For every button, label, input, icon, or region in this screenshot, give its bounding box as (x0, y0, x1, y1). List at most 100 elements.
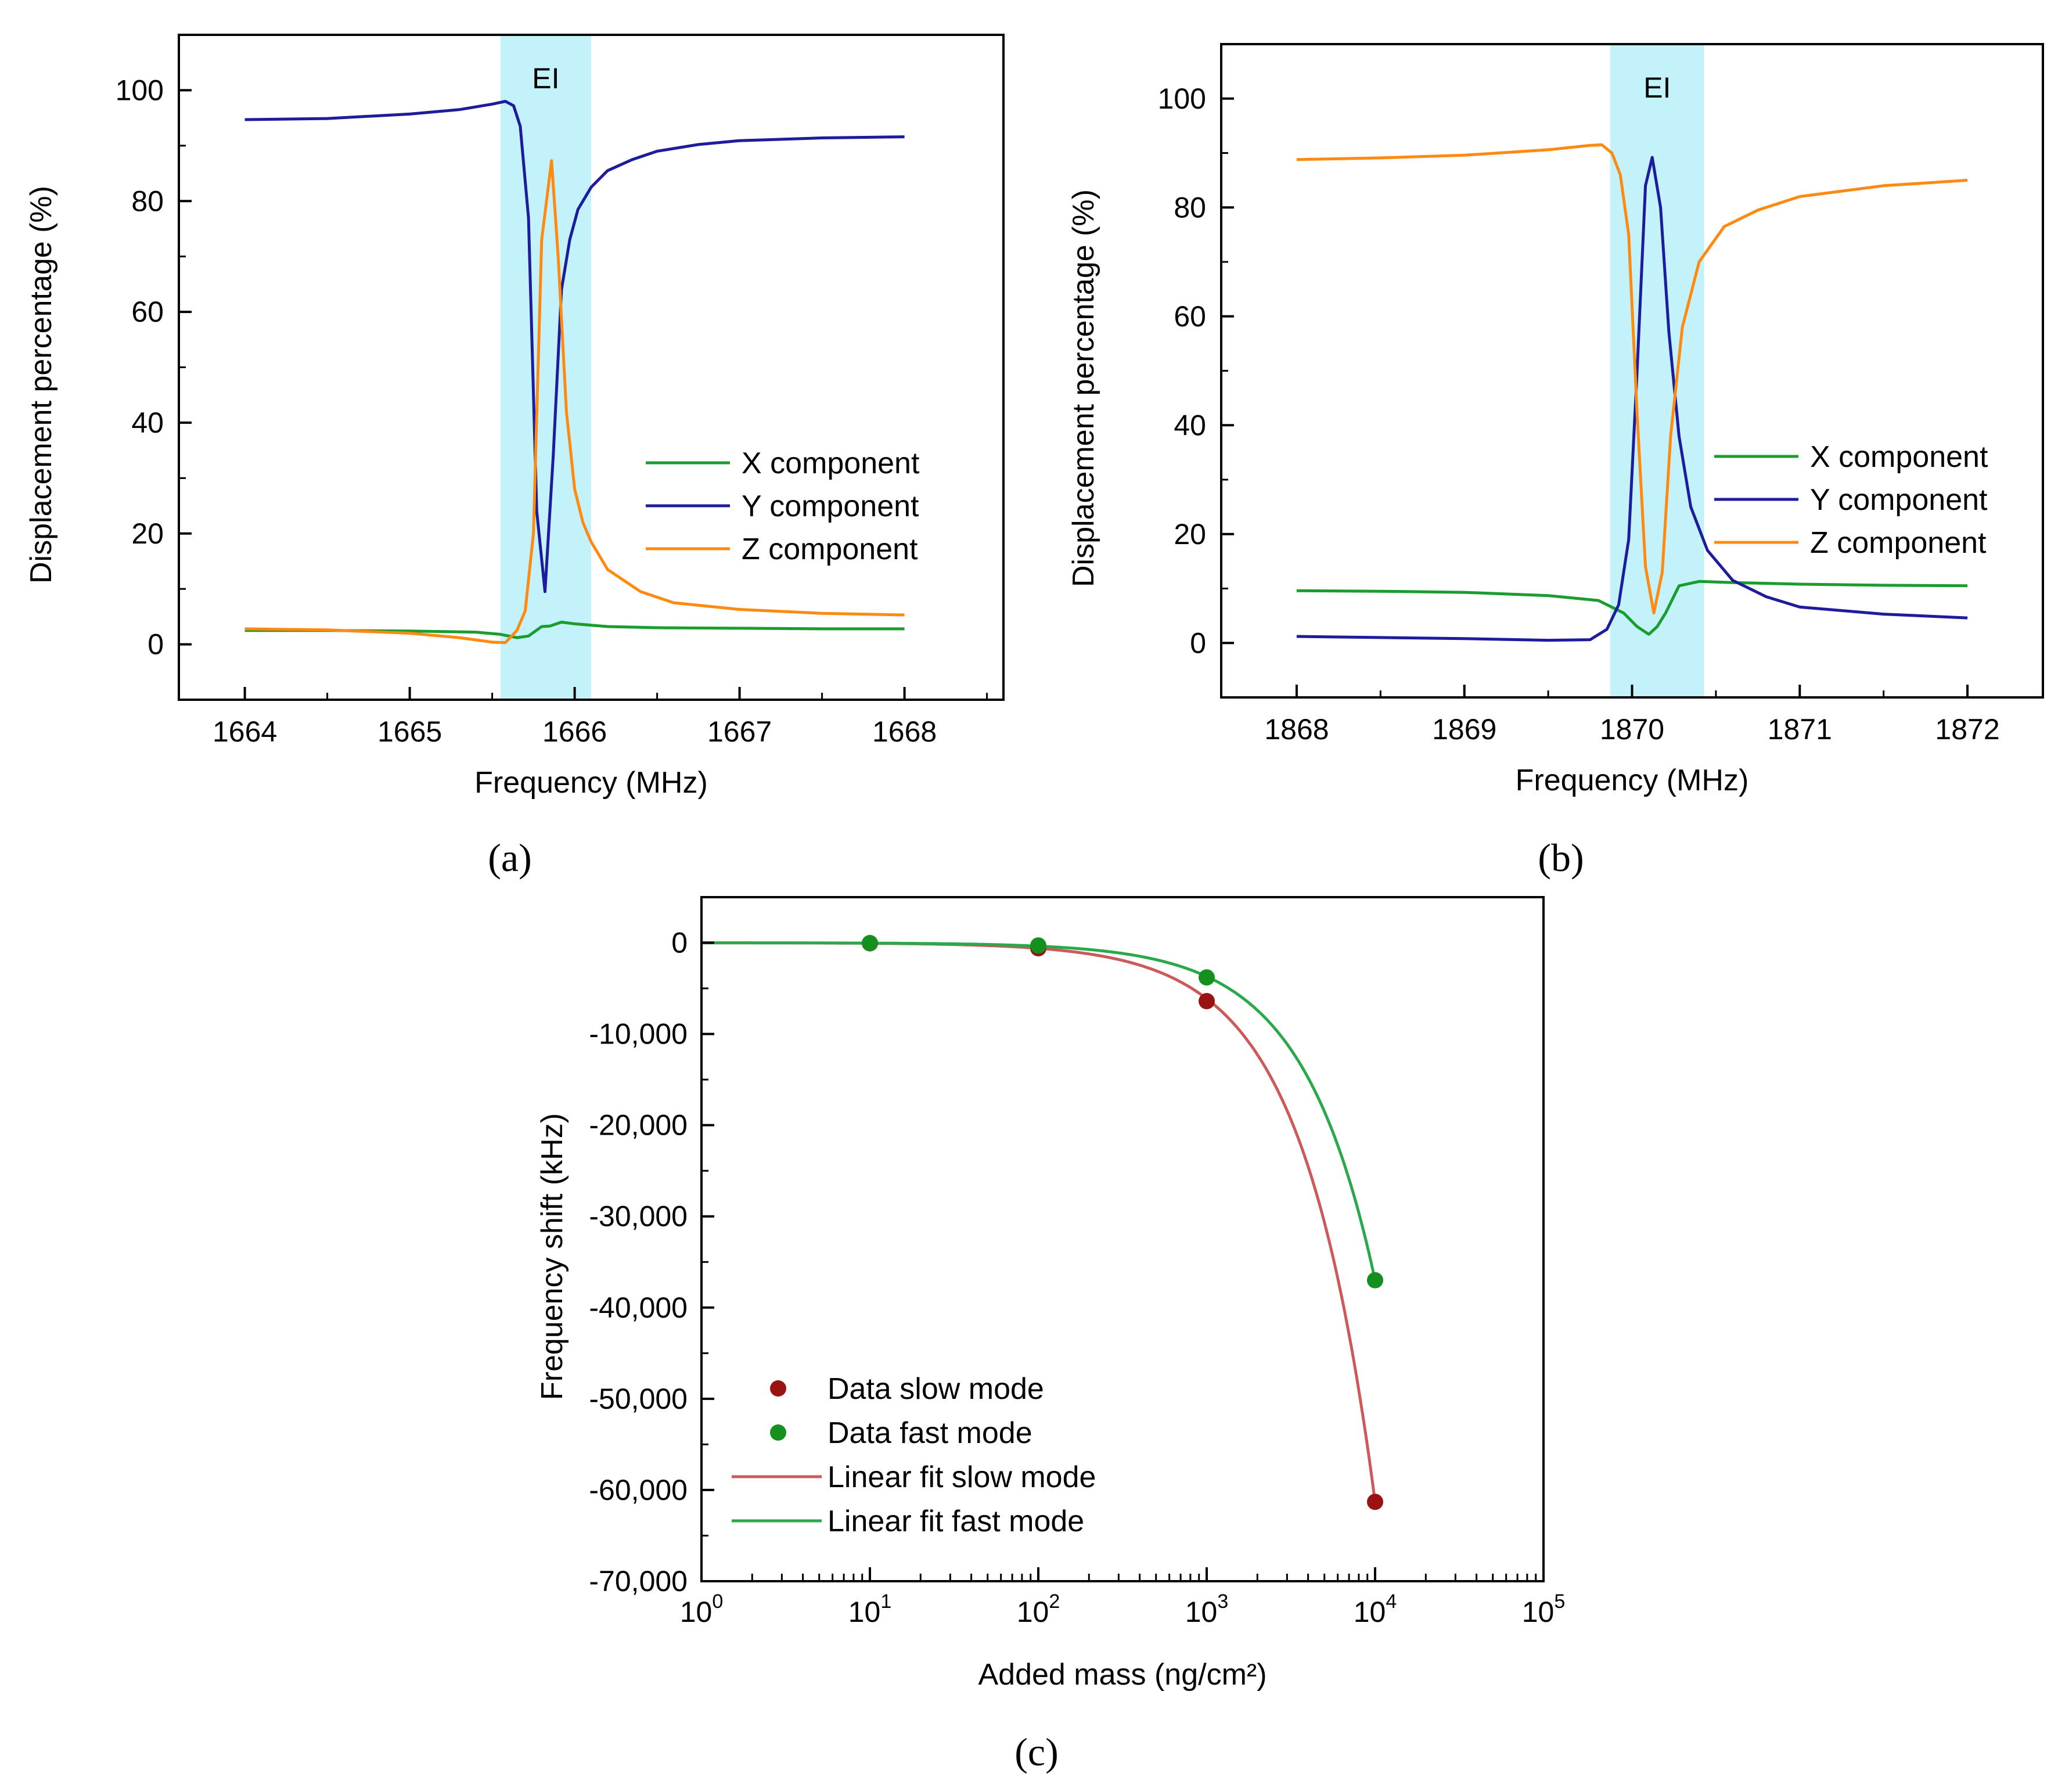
panel-c-x-tick-label: 100 (680, 1591, 724, 1628)
panel-a-x-tick-label: 1668 (872, 715, 937, 748)
panel-a-y-tick-label: 80 (131, 185, 164, 217)
panel-c-x-tick-exponent: 5 (1554, 1591, 1565, 1613)
panel-b-x-tick-label: 1872 (1935, 713, 1999, 746)
panel-a-label: (a) (488, 836, 531, 880)
panel-b-legend: X component Y component Z component (1714, 440, 1988, 560)
panel-c-x-tick-label: 102 (1017, 1591, 1060, 1628)
panel-c-x-tick-base: 10 (1522, 1596, 1555, 1628)
panel-b-y-tick-label: 40 (1174, 409, 1206, 441)
panel-c-series-group (701, 935, 1383, 1510)
panel-c-fit-line-fast_fit (701, 941, 1377, 1281)
panel-b-y-tick-label: 0 (1190, 627, 1206, 659)
panel-b-y-tick-label: 60 (1174, 300, 1206, 333)
panel-c-legend-fit-fast: Linear fit fast mode (827, 1505, 1084, 1538)
panel-c-x-axis-title: Added mass (ng/cm²) (978, 1658, 1267, 1692)
panel-c-y-tick-label: -50,000 (589, 1383, 688, 1415)
panel-c-x-tick-base: 10 (1017, 1596, 1049, 1628)
panel-b-x-tick-labels: 1868 1869 1870 1871 1872 (1264, 713, 1999, 746)
panel-a-ei-band-fill (500, 35, 591, 700)
panel-c-plot-frame (700, 896, 1545, 1582)
panel-a-ticks (179, 34, 988, 701)
panel-c-x-tick-exponent: 1 (880, 1591, 891, 1613)
panel-a-legend-z: Z component (742, 532, 918, 566)
panel-b-series-group (1296, 143, 1968, 642)
panel-a-x-axis-title: Frequency (MHz) (474, 766, 708, 800)
panel-c-x-tick-exponent: 0 (712, 1591, 723, 1613)
panel-c-x-tick-label: 101 (848, 1591, 892, 1628)
panel-a-line-x-component (244, 620, 905, 639)
panel-b-y-tick-labels: 0 20 40 60 80 100 (1158, 82, 1206, 660)
panel-b-x-tick-label: 1869 (1432, 713, 1496, 746)
panel-c-data-point-slow (1199, 993, 1215, 1010)
panel-c-x-tick-base: 10 (1354, 1596, 1386, 1628)
panel-c-y-tick-label: -30,000 (589, 1200, 688, 1233)
panel-b-x-tick-label: 1871 (1768, 713, 1832, 746)
panel-c-x-tick-exponent: 2 (1049, 1591, 1060, 1613)
panel-a-series-group (244, 100, 905, 645)
panel-c-y-tick-label: -40,000 (589, 1291, 688, 1324)
panel-b-ei-label: EI (1643, 71, 1671, 104)
panel-a-line-y-component (244, 100, 905, 593)
panel-c-data-point-fast (1199, 969, 1215, 986)
panel-c-data-point-fast (862, 935, 878, 952)
panel-c-y-axis-title: Frequency shift (kHz) (535, 1113, 569, 1400)
panel-b-ei-band (1610, 44, 1704, 697)
panel-a-y-tick-label: 20 (131, 517, 164, 550)
panel-b-ei-band-fill (1610, 44, 1704, 697)
panel-c-y-tick-label: -10,000 (589, 1018, 688, 1050)
panel-c-data-point-fast (1030, 937, 1046, 954)
panel-c-data-point-slow (1367, 1494, 1383, 1510)
panel-b-legend-x: X component (1810, 440, 1988, 474)
panel-a-y-tick-label: 60 (131, 296, 164, 328)
panel-a-y-tick-label: 40 (131, 406, 164, 439)
panel-c-legend-fit-slow: Linear fit slow mode (827, 1460, 1096, 1494)
panel-a-line-z-component (244, 159, 905, 645)
panel-b-y-tick-label: 100 (1158, 82, 1206, 115)
panel-c-x-tick-base: 10 (848, 1596, 881, 1628)
panel-c-y-tick-label: -60,000 (589, 1474, 688, 1506)
panel-c-chart: 100 101 102 103 104 105 0 -10,000 -20,00… (535, 896, 1566, 1774)
panel-b-x-tick-label: 1870 (1600, 713, 1664, 746)
panel-c-legend: Data slow mode Data fast mode Linear fit… (732, 1372, 1096, 1538)
panel-b-line-x-component (1296, 580, 1968, 636)
panel-c-x-tick-label: 103 (1185, 1591, 1229, 1628)
panel-a-y-tick-label: 0 (147, 628, 164, 661)
panel-a-x-tick-label: 1665 (377, 715, 442, 748)
panel-b-line-y-component (1296, 156, 1968, 642)
panel-c-x-tick-base: 10 (680, 1596, 713, 1628)
panel-c-ticks (700, 896, 1545, 1582)
panel-c-legend-data-fast: Data fast mode (827, 1416, 1032, 1450)
panel-a-chart: EI 1664 1665 1666 1667 1668 0 20 40 60 8… (24, 34, 1005, 880)
panel-a-x-tick-label: 1667 (707, 715, 772, 748)
panel-b-legend-z: Z component (1810, 526, 1987, 560)
panel-b-y-tick-label: 80 (1174, 191, 1206, 224)
panel-a-ei-label: EI (532, 62, 559, 95)
panel-c-data-point-fast (1367, 1272, 1383, 1289)
panel-b-x-axis-title: Frequency (MHz) (1516, 764, 1749, 797)
panel-a-x-tick-labels: 1664 1665 1666 1667 1668 (213, 715, 937, 748)
panel-c-x-tick-base: 10 (1185, 1596, 1218, 1628)
panel-c-x-tick-label: 104 (1354, 1591, 1397, 1628)
panel-a-legend-x: X component (742, 447, 920, 480)
panel-c-y-tick-label: -70,000 (589, 1565, 688, 1597)
panel-a-ei-band (500, 35, 591, 700)
panel-a-legend: X component Y component Z component (646, 447, 920, 566)
panel-c-y-tick-labels: 0 -10,000 -20,000 -30,000 -40,000 -50,00… (589, 927, 688, 1597)
panel-a-y-axis-title: Displacement percentage (%) (24, 186, 58, 584)
panel-c-y-tick-label: -20,000 (589, 1109, 688, 1142)
panel-c-legend-marker-slow (770, 1380, 786, 1397)
panel-b-ticks (1221, 43, 1969, 699)
panel-a-x-tick-label: 1666 (542, 715, 607, 748)
panel-b-line-z-component (1296, 143, 1968, 615)
panel-c-legend-marker-fast (770, 1424, 786, 1441)
panel-b-y-axis-title: Displacement percentage (%) (1067, 189, 1100, 587)
panel-a-x-tick-label: 1664 (213, 715, 277, 748)
panel-b-chart: EI 1868 1869 1870 1871 1872 0 20 40 60 8… (1067, 43, 2044, 880)
panel-a-legend-y: Y component (742, 490, 919, 523)
panel-a-y-tick-label: 100 (116, 74, 164, 106)
panel-b-legend-y: Y component (1810, 483, 1988, 517)
panel-a-y-tick-labels: 0 20 40 60 80 100 (116, 74, 164, 660)
panel-b-x-tick-label: 1868 (1264, 713, 1329, 746)
panel-c-x-tick-label: 105 (1522, 1591, 1566, 1628)
